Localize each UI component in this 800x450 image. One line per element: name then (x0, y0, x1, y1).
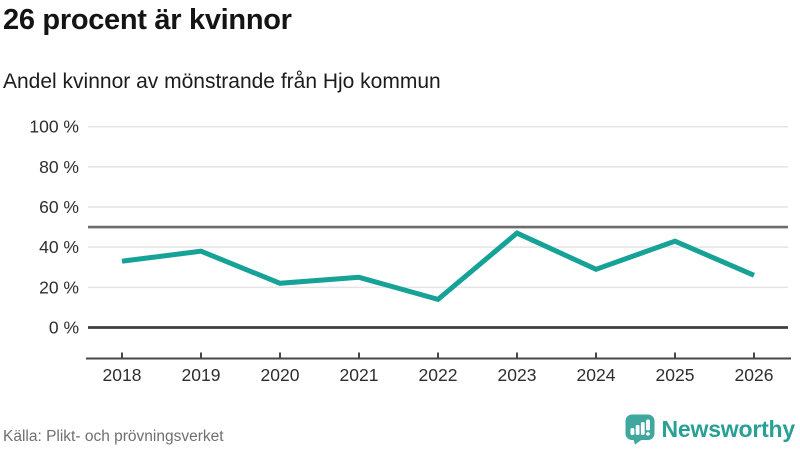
y-tick-label-0: 0 % (49, 318, 79, 338)
x-tick-label-2022: 2022 (419, 365, 458, 385)
newsworthy-chart-bubble-icon (625, 414, 655, 445)
x-tick-label-2023: 2023 (498, 365, 537, 385)
x-tick-label-2026: 2026 (735, 365, 774, 385)
x-tick-label-2021: 2021 (340, 365, 379, 385)
chart-title: 26 procent är kvinnor (3, 4, 292, 36)
x-tick-label-2019: 2019 (182, 365, 221, 385)
x-tick-label-2018: 2018 (103, 365, 142, 385)
data-line (121, 230, 755, 303)
newsworthy-logo[interactable]: Newsworthy (625, 413, 795, 445)
chart-subtitle: Andel kvinnor av mönstrande från Hjo kom… (3, 70, 441, 93)
source-note: Källa: Plikt- och prövningsverket (3, 428, 224, 445)
newsworthy-wordmark: Newsworthy (661, 415, 796, 442)
y-tick-label-40: 40 % (39, 237, 79, 257)
y-tick-label-60: 60 % (39, 197, 79, 217)
x-tick-label-2020: 2020 (261, 365, 300, 385)
x-tick-label-2025: 2025 (656, 365, 695, 385)
x-tick-label-2024: 2024 (577, 365, 616, 385)
y-tick-label-20: 20 % (39, 277, 79, 297)
y-tick-label-100: 100 % (29, 117, 79, 137)
y-tick-label-80: 80 % (39, 157, 79, 177)
